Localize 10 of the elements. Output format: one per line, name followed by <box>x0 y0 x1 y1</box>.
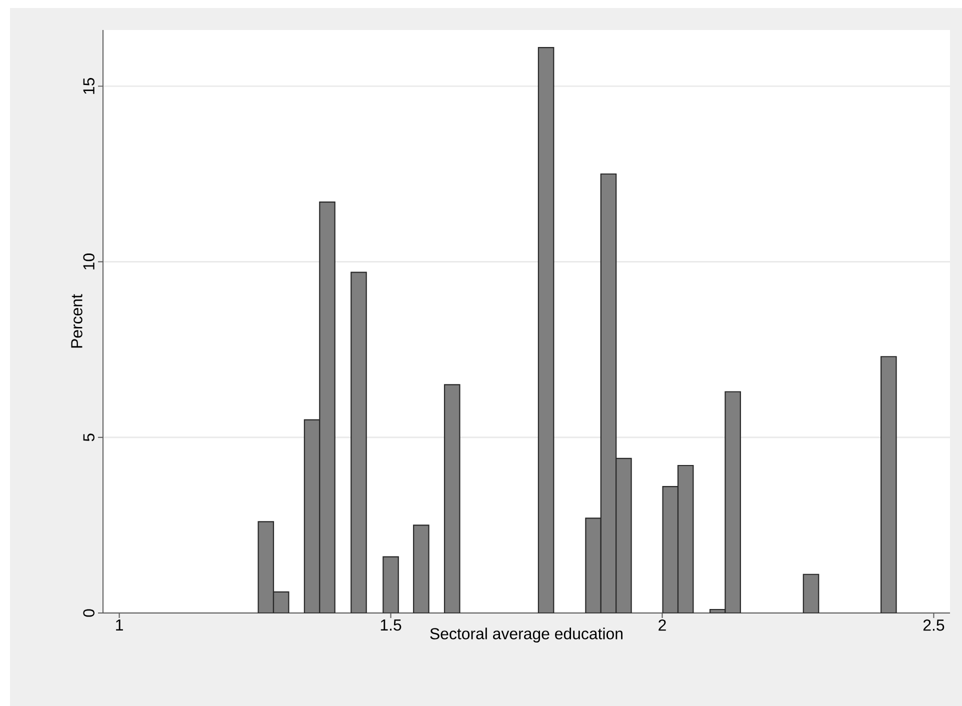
x-tick-label: 2.5 <box>923 620 944 631</box>
x-tick-label: 2 <box>658 620 666 631</box>
x-tick-label: 1.5 <box>380 620 402 631</box>
x-axis-title: Sectoral average education <box>430 628 622 643</box>
y-tick-label: 5 <box>83 434 94 442</box>
y-tick-label: 15 <box>83 78 94 94</box>
y-tick-label: 0 <box>83 609 94 617</box>
y-axis-title: Percent <box>71 294 82 348</box>
y-tick-label: 10 <box>83 254 94 270</box>
x-tick-label: 1 <box>116 620 123 630</box>
